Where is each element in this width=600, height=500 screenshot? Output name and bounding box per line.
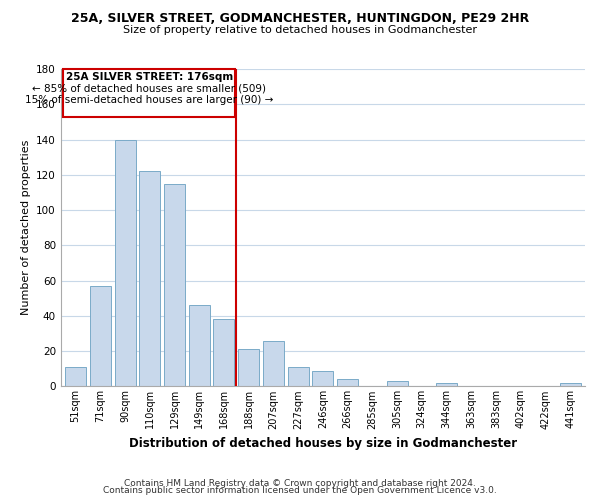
Y-axis label: Number of detached properties: Number of detached properties — [20, 140, 31, 316]
Bar — [65, 367, 86, 386]
Bar — [386, 381, 407, 386]
Bar — [287, 367, 308, 386]
X-axis label: Distribution of detached houses by size in Godmanchester: Distribution of detached houses by size … — [129, 437, 517, 450]
Bar — [139, 172, 160, 386]
Text: Size of property relative to detached houses in Godmanchester: Size of property relative to detached ho… — [123, 25, 477, 35]
Text: ← 85% of detached houses are smaller (509): ← 85% of detached houses are smaller (50… — [32, 83, 266, 93]
Bar — [560, 383, 581, 386]
Bar — [337, 380, 358, 386]
Bar — [90, 286, 111, 386]
Bar — [214, 320, 235, 386]
Bar — [115, 140, 136, 386]
FancyBboxPatch shape — [63, 69, 235, 116]
Bar — [189, 306, 210, 386]
Bar — [238, 350, 259, 387]
Text: 15% of semi-detached houses are larger (90) →: 15% of semi-detached houses are larger (… — [25, 96, 274, 106]
Text: 25A, SILVER STREET, GODMANCHESTER, HUNTINGDON, PE29 2HR: 25A, SILVER STREET, GODMANCHESTER, HUNTI… — [71, 12, 529, 26]
Text: Contains public sector information licensed under the Open Government Licence v3: Contains public sector information licen… — [103, 486, 497, 495]
Bar — [436, 383, 457, 386]
Bar — [164, 184, 185, 386]
Bar — [313, 370, 334, 386]
Bar — [263, 340, 284, 386]
Text: 25A SILVER STREET: 176sqm: 25A SILVER STREET: 176sqm — [65, 72, 233, 82]
Text: Contains HM Land Registry data © Crown copyright and database right 2024.: Contains HM Land Registry data © Crown c… — [124, 478, 476, 488]
